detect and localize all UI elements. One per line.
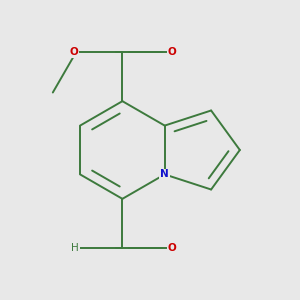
Text: N: N (160, 169, 169, 179)
Text: H: H (71, 243, 79, 253)
Text: O: O (168, 243, 177, 253)
Text: O: O (70, 47, 78, 57)
Text: O: O (168, 47, 177, 57)
